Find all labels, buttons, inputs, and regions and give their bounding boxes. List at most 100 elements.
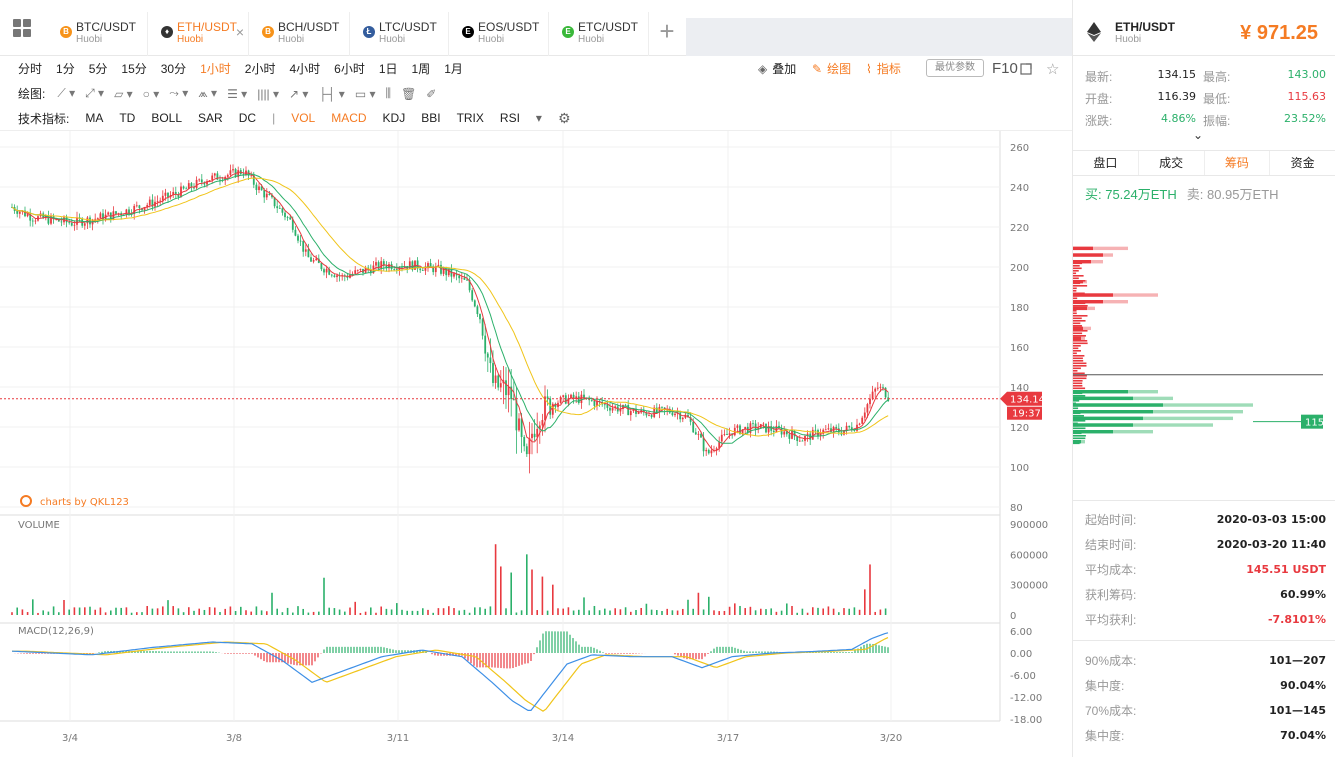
candle-body <box>265 193 268 198</box>
timeframe-option[interactable]: 1小时 <box>200 62 231 76</box>
timeframe-option[interactable]: 1分 <box>56 62 75 76</box>
timeframe-option[interactable]: 4小时 <box>289 62 321 76</box>
timeframe-option[interactable]: 5分 <box>88 62 108 76</box>
timeframe-option[interactable]: 1日 <box>378 62 398 76</box>
candle-body <box>330 274 333 276</box>
info-row: 获利筹码: 60.99% <box>1085 582 1326 607</box>
ray-tool-icon[interactable]: ⤢ ▾ <box>85 86 105 100</box>
volume-bar <box>879 609 882 615</box>
tab-ltc-usdt[interactable]: Ł LTC/USDT Huobi <box>351 12 449 56</box>
arrow-tool-icon[interactable]: ↗ ▾ <box>289 86 309 101</box>
candle-body <box>858 423 861 425</box>
panel-tab[interactable]: 盘口 <box>1073 151 1139 175</box>
indicator-trix[interactable]: TRIX <box>456 111 484 125</box>
tab-etc-usdt[interactable]: E ETC/USDT Huobi <box>550 12 649 56</box>
draw-button[interactable]: ✎ 绘图 <box>812 61 852 77</box>
volume-bar <box>656 610 658 615</box>
overlay-button[interactable]: ◈ 叠加 <box>758 61 797 77</box>
candle-body <box>419 268 422 271</box>
indicator-macd[interactable]: MACD <box>331 111 367 125</box>
best-params-button[interactable]: 最优参数 <box>926 59 984 77</box>
indicator-boll[interactable]: BOLL <box>151 111 183 125</box>
chip-bar <box>1073 322 1081 325</box>
indicator-dc[interactable]: DC <box>238 111 257 125</box>
volume-bar <box>827 606 830 615</box>
measure-tool-icon[interactable]: ├┤ ▾ <box>318 86 345 101</box>
line-chart-icon: ⌇ <box>866 61 872 76</box>
volume-bar <box>260 610 263 615</box>
indicator-vol[interactable]: VOL <box>291 111 316 125</box>
candle-body <box>489 357 492 364</box>
fullscreen-icon[interactable] <box>1020 56 1032 81</box>
tab-symbol: EOS/USDT <box>478 20 540 34</box>
timeframe-option[interactable]: 1周 <box>411 62 431 76</box>
f10-button[interactable]: F10 <box>992 60 1018 77</box>
settings-gear-icon[interactable]: ⚙ <box>557 109 571 126</box>
indicator-td[interactable]: TD <box>119 111 136 125</box>
indicator-rsi[interactable]: RSI <box>499 111 520 125</box>
tab-eth-usdt[interactable]: ♦ ETH/USDT Huobi × <box>149 12 249 56</box>
candle-body <box>336 275 338 278</box>
chip-bar <box>1073 290 1077 292</box>
tab-eos-usdt[interactable]: E EOS/USDT Huobi <box>450 12 549 56</box>
candle-body <box>559 396 562 403</box>
timeframe-option[interactable]: 分时 <box>18 62 43 76</box>
candle-body <box>395 269 398 270</box>
fibonacci-tool-icon[interactable]: ☰ ▾ <box>227 86 248 101</box>
kline-chart[interactable]: 260 240 220 200 180 160 140 120 100 80 900000 60000… <box>0 131 1072 757</box>
timeframe-option[interactable]: 1月 <box>444 62 463 76</box>
panel-tab[interactable]: 筹码 <box>1205 151 1271 175</box>
candle-body <box>291 219 294 230</box>
tab-exchange: Huobi <box>177 34 204 45</box>
macd-histogram-bar <box>635 653 637 654</box>
expand-chevron-icon[interactable]: ⌄ <box>1193 128 1204 142</box>
tab-btc-usdt[interactable]: B BTC/USDT Huobi <box>48 12 148 56</box>
gann-tool-icon[interactable]: |||| ▾ <box>257 86 280 101</box>
chip-bar <box>1073 295 1080 297</box>
indicator-ma[interactable]: MA <box>85 111 104 125</box>
candle-body <box>16 210 19 214</box>
watermark-text: charts by QKL123 <box>40 497 129 508</box>
candle-body <box>159 200 162 202</box>
bar-tool-icon[interactable]: ⫼ <box>385 86 392 100</box>
comment-tool-icon[interactable]: ▭ ▾ <box>354 86 376 101</box>
close-icon[interactable]: × <box>235 24 244 40</box>
timeframe-option[interactable]: 6小时 <box>334 62 365 76</box>
volume-bar <box>312 611 315 615</box>
volume-bar <box>302 608 304 615</box>
macd-histogram-bar <box>305 653 307 666</box>
volume-bar <box>853 607 856 615</box>
channel-tool-icon[interactable]: ▱ ▾ <box>114 86 133 101</box>
candle-body <box>783 431 786 435</box>
indicator-kdj[interactable]: KDJ <box>382 111 406 125</box>
indicator-button[interactable]: ⌇ 指标 <box>866 61 901 77</box>
wave-tool-icon[interactable]: ⤳ ▾ <box>169 86 189 100</box>
add-tab-button[interactable]: + <box>659 16 675 46</box>
volume-bar <box>796 612 798 615</box>
line-tool-icon[interactable]: ⟋ ▾ <box>57 86 76 100</box>
macd-histogram-bar <box>854 650 856 653</box>
timeframe-option[interactable]: 2小时 <box>244 62 276 76</box>
star-icon[interactable]: ☆ <box>1046 60 1060 78</box>
timeframe-option[interactable]: 15分 <box>121 62 147 76</box>
trash-icon[interactable]: 🗑 <box>401 86 417 101</box>
volume-bar <box>832 608 835 615</box>
tab-bch-usdt[interactable]: B BCH/USDT Huobi <box>250 12 350 56</box>
timeframe-option[interactable]: 30分 <box>160 62 187 76</box>
volume-bar <box>557 608 559 615</box>
indicator-more-dropdown[interactable]: ▾ <box>535 111 542 125</box>
panel-tab[interactable]: 资金 <box>1270 151 1335 175</box>
eraser-icon[interactable]: ✐ <box>426 86 437 101</box>
indicator-bbi[interactable]: BBI <box>421 111 441 125</box>
indicator-sar[interactable]: SAR <box>198 111 223 125</box>
panel-tab[interactable]: 成交 <box>1139 151 1205 175</box>
pattern-tool-icon[interactable]: ⩕ ▾ <box>198 86 218 100</box>
circle-tool-icon[interactable]: ○ ▾ <box>142 86 160 101</box>
chip-bar <box>1073 377 1087 380</box>
candle-body <box>544 396 546 421</box>
candle-body <box>715 448 718 451</box>
volume-bar <box>203 609 206 615</box>
candle-body <box>684 414 687 418</box>
candle-body <box>317 258 320 264</box>
grid-menu-icon[interactable] <box>0 12 44 44</box>
